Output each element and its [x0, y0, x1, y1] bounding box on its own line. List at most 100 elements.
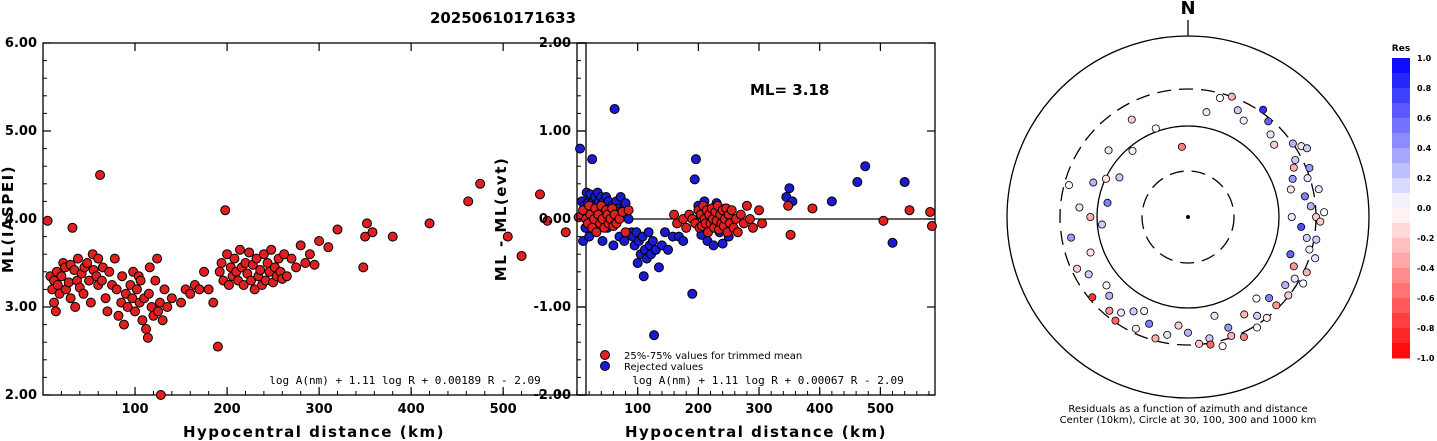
- ml-point: [502, 231, 513, 242]
- ml-point: [291, 262, 302, 273]
- ml-point: [102, 306, 113, 317]
- ml-point: [367, 227, 378, 238]
- residual-point: [1105, 306, 1114, 315]
- accepted-point: [785, 229, 796, 240]
- residual-point: [1184, 328, 1193, 337]
- accepted-point: [732, 227, 743, 238]
- rejected-point: [852, 177, 863, 188]
- ml-point: [85, 297, 96, 308]
- ml-point: [279, 249, 290, 260]
- panel-residual-ytick-label: -2.00: [534, 388, 571, 403]
- colorbar-segment: [1392, 208, 1410, 224]
- rejected-point: [587, 154, 598, 165]
- polar-caption-line1: Residuals as a function of azimuth and d…: [1068, 404, 1307, 415]
- ml-point: [93, 253, 104, 264]
- ml-point: [166, 293, 177, 304]
- rejected-point: [643, 227, 654, 238]
- colorbar-segment: [1392, 343, 1410, 359]
- accepted-point: [807, 203, 818, 214]
- ml-point: [153, 306, 164, 317]
- polar-caption-line2: Center (10km), Circle at 30, 100, 300 an…: [1060, 415, 1317, 426]
- ml-point: [104, 266, 115, 277]
- panel-ml-xtick-label: 400: [398, 402, 425, 417]
- ml-point: [249, 284, 260, 295]
- ml-point: [199, 266, 210, 277]
- ml-point: [194, 284, 205, 295]
- ml-point: [258, 249, 269, 260]
- residual-point: [1227, 331, 1236, 340]
- ml-point: [135, 275, 146, 286]
- colorbar-tick-label: -0.6: [1417, 294, 1435, 303]
- colorbar-segment: [1392, 313, 1410, 329]
- residual-point: [1265, 294, 1274, 303]
- colorbar-segment: [1392, 163, 1410, 179]
- panel-ml-xtick-label: 300: [306, 402, 333, 417]
- colorbar-title: Res: [1392, 44, 1410, 54]
- ml-point: [185, 288, 196, 299]
- residual-point: [1097, 220, 1106, 229]
- colorbar-segment: [1392, 298, 1410, 314]
- legend-rejected-marker: [600, 361, 610, 371]
- panel-ml-ytick-label: 4.00: [5, 212, 37, 227]
- ml-point: [234, 244, 245, 255]
- rejected-point: [887, 237, 898, 248]
- residual-point: [1075, 203, 1084, 212]
- colorbar-segment: [1392, 133, 1410, 149]
- residual-point: [1233, 106, 1242, 115]
- colorbar-tick-label: 1.0: [1417, 54, 1432, 63]
- residual-point: [1302, 268, 1311, 277]
- ml-point: [208, 297, 219, 308]
- ml-point: [286, 253, 297, 264]
- residual-point: [1297, 222, 1306, 231]
- residual-point: [1131, 324, 1140, 333]
- event-title: 20250610171633: [430, 9, 576, 27]
- panel-residual-xtick-label: 200: [685, 402, 712, 417]
- residual-point: [1314, 185, 1323, 194]
- ml-point: [131, 284, 142, 295]
- residual-point: [1240, 310, 1249, 319]
- ml-point: [144, 262, 155, 273]
- residual-point: [1305, 163, 1314, 172]
- residual-point: [1288, 139, 1297, 148]
- legend-rejected-label: Rejected values: [624, 362, 703, 373]
- residual-point: [1115, 173, 1124, 182]
- ml-point: [424, 218, 435, 229]
- colorbar-tick-label: 0.6: [1417, 114, 1432, 123]
- accepted-point: [741, 200, 752, 211]
- residual-point: [1111, 316, 1120, 325]
- residual-point: [1103, 198, 1112, 207]
- ml-point: [109, 253, 120, 264]
- residual-point: [1286, 250, 1295, 259]
- circle-1000km: [1006, 35, 1370, 399]
- ml-point: [118, 319, 129, 330]
- accepted-point: [747, 222, 758, 233]
- residual-point: [1291, 155, 1300, 164]
- residual-point: [1284, 291, 1293, 300]
- ml-point: [238, 280, 249, 290]
- accepted-point: [744, 214, 755, 224]
- residual-point: [1259, 105, 1268, 114]
- residual-point: [1177, 142, 1186, 151]
- accepted-point: [925, 206, 936, 217]
- ml-point: [534, 189, 545, 200]
- panel-ml-xtick-label: 100: [121, 402, 148, 417]
- residual-point: [1287, 212, 1296, 221]
- colorbar-segment: [1392, 328, 1410, 344]
- ml-point: [323, 242, 334, 253]
- panel-residual-ylabel: ML - ML(evt): [492, 157, 510, 281]
- residual-point: [1140, 307, 1149, 316]
- ml-point: [117, 271, 128, 282]
- residual-point: [1305, 245, 1314, 254]
- rejected-point: [638, 271, 649, 282]
- rejected-point: [584, 231, 595, 242]
- ml-point: [56, 271, 67, 282]
- ml-point: [216, 258, 227, 268]
- residual-point: [1067, 233, 1076, 242]
- ml-point: [360, 231, 371, 242]
- ml-point: [152, 253, 163, 264]
- colorbar-tick-label: 0.2: [1417, 174, 1431, 183]
- ml-point: [251, 253, 262, 264]
- accepted-point: [726, 205, 737, 216]
- panel-residual-ytick-label: 1.00: [539, 124, 571, 139]
- colorbar-tick-label: -1.0: [1417, 354, 1435, 363]
